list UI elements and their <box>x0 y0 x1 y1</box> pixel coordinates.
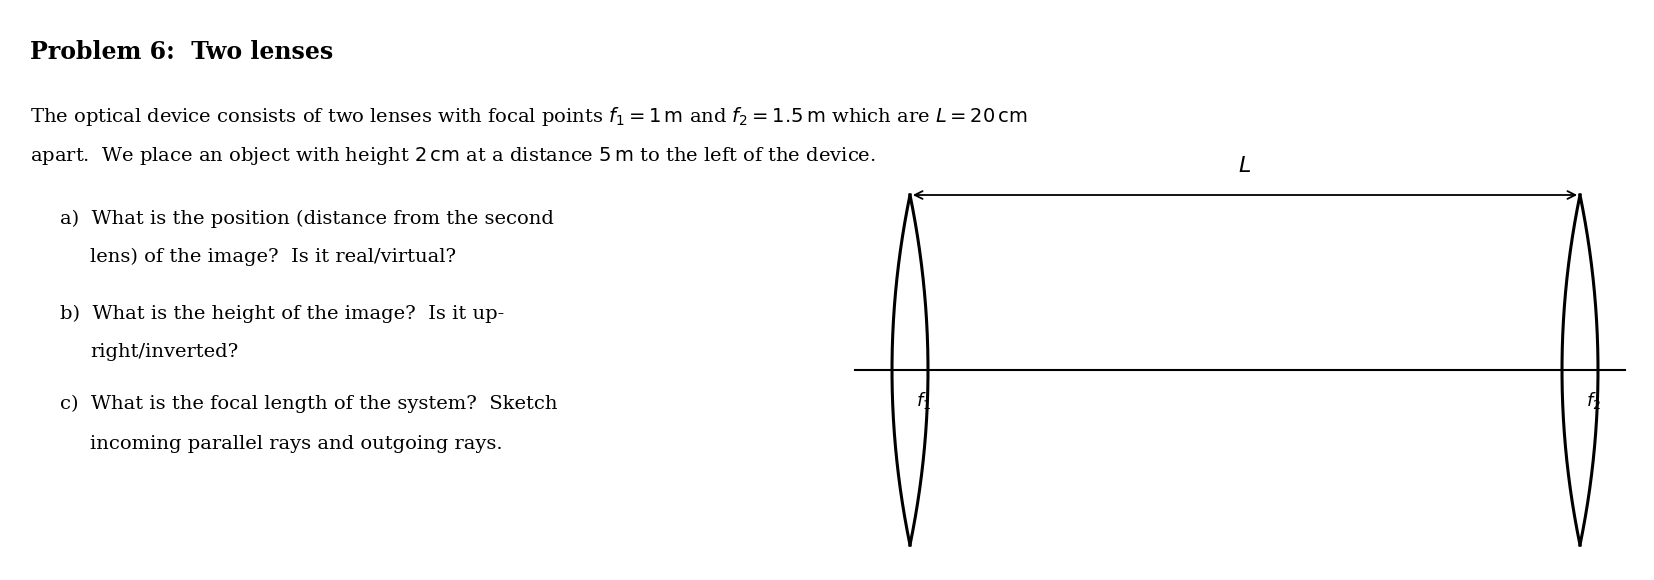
Text: c)  What is the focal length of the system?  Sketch: c) What is the focal length of the syste… <box>60 395 557 413</box>
Text: incoming parallel rays and outgoing rays.: incoming parallel rays and outgoing rays… <box>89 435 503 453</box>
Text: apart.  We place an object with height $2\,\mathrm{cm}$ at a distance $5\,\mathr: apart. We place an object with height $2… <box>30 145 877 167</box>
Text: The optical device consists of two lenses with focal points $f_1 = 1\,\mathrm{m}: The optical device consists of two lense… <box>30 105 1027 128</box>
Text: $f_1$: $f_1$ <box>916 390 931 411</box>
Text: a)  What is the position (distance from the second: a) What is the position (distance from t… <box>60 210 554 229</box>
Text: $L$: $L$ <box>1239 155 1252 177</box>
Text: Problem 6:  Two lenses: Problem 6: Two lenses <box>30 40 332 64</box>
Text: b)  What is the height of the image?  Is it up-: b) What is the height of the image? Is i… <box>60 305 504 323</box>
Text: $f_2$: $f_2$ <box>1586 390 1601 411</box>
Text: right/inverted?: right/inverted? <box>89 343 238 361</box>
Text: lens) of the image?  Is it real/virtual?: lens) of the image? Is it real/virtual? <box>89 248 457 266</box>
